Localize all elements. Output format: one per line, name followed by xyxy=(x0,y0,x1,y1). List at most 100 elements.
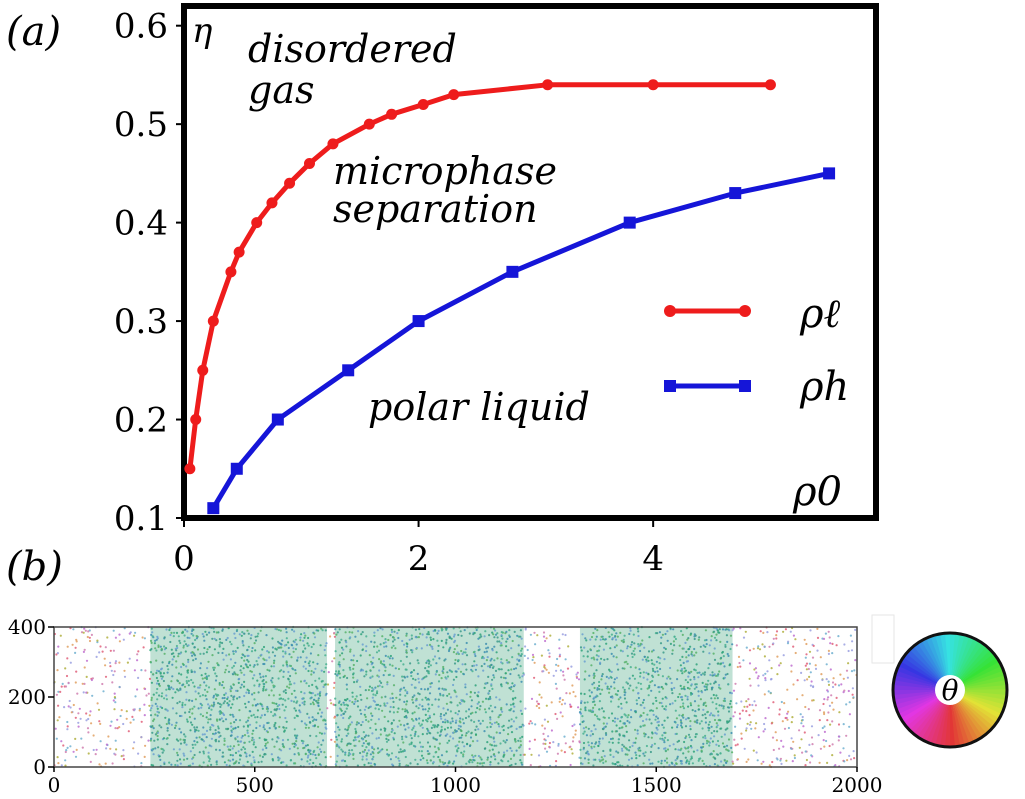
particle xyxy=(727,738,731,741)
particle xyxy=(817,734,820,737)
particle xyxy=(171,658,174,661)
particle xyxy=(705,704,708,708)
particle xyxy=(465,732,468,735)
colorwheel-wedge xyxy=(950,643,993,690)
particle xyxy=(711,686,714,689)
particle xyxy=(294,669,297,672)
particle xyxy=(372,666,375,669)
particle xyxy=(390,722,393,725)
particle xyxy=(683,685,686,688)
particle xyxy=(575,673,578,676)
particle xyxy=(456,713,459,716)
particle xyxy=(613,687,616,690)
particle xyxy=(104,664,107,667)
particle xyxy=(85,659,89,662)
particle xyxy=(727,654,730,658)
particle xyxy=(457,724,460,727)
particle xyxy=(307,726,310,729)
particle xyxy=(579,748,582,751)
particle xyxy=(316,662,319,665)
particle xyxy=(446,671,449,674)
particle xyxy=(87,731,90,734)
particle xyxy=(251,736,254,739)
particle xyxy=(520,761,523,764)
particle xyxy=(682,687,685,690)
particle xyxy=(414,628,417,631)
particle xyxy=(620,639,623,642)
particle xyxy=(520,653,523,656)
particle xyxy=(778,747,781,750)
particle xyxy=(417,735,420,738)
particle xyxy=(433,745,436,748)
particle xyxy=(778,664,781,667)
particle xyxy=(471,754,474,757)
particle xyxy=(176,680,180,683)
particle xyxy=(172,635,175,638)
particle xyxy=(258,685,261,688)
particle xyxy=(834,683,837,686)
particle xyxy=(273,702,276,705)
particle xyxy=(577,678,581,681)
particle xyxy=(837,635,840,638)
particle xyxy=(700,749,703,752)
particle xyxy=(83,627,86,630)
particle xyxy=(351,695,354,698)
particle xyxy=(608,668,611,671)
particle xyxy=(56,719,59,722)
particle xyxy=(818,709,822,712)
particle xyxy=(564,633,567,637)
particle xyxy=(189,729,192,732)
legend-marker-rho-h-2 xyxy=(739,380,751,392)
particle xyxy=(449,722,452,725)
particle xyxy=(140,762,143,765)
particle xyxy=(442,665,445,669)
particle xyxy=(307,669,310,673)
particle xyxy=(690,755,693,758)
particle xyxy=(438,758,441,762)
particle xyxy=(512,702,515,705)
particle xyxy=(398,751,401,754)
particle xyxy=(187,660,190,664)
particle xyxy=(634,711,637,714)
particle xyxy=(656,670,659,673)
particle xyxy=(172,748,175,751)
particle xyxy=(648,718,651,721)
particle xyxy=(82,650,85,654)
particle xyxy=(219,705,222,709)
particle xyxy=(489,666,492,669)
particle xyxy=(707,679,710,682)
particle xyxy=(207,674,210,677)
particle xyxy=(308,664,311,667)
particle xyxy=(375,737,378,740)
particle xyxy=(244,663,247,666)
particle xyxy=(324,683,327,686)
particle xyxy=(561,698,564,702)
particle xyxy=(410,634,413,637)
particle xyxy=(210,763,213,767)
particle xyxy=(718,683,721,687)
particle xyxy=(418,722,421,725)
particle xyxy=(376,747,380,750)
particle xyxy=(85,719,88,722)
particle xyxy=(277,737,280,740)
particle xyxy=(177,635,180,638)
legend-marker-rho-l-2 xyxy=(739,305,751,317)
particle xyxy=(495,696,498,699)
particle xyxy=(266,668,269,672)
particle xyxy=(333,681,336,685)
particle xyxy=(411,696,414,699)
particle xyxy=(583,678,586,681)
particle xyxy=(147,692,150,695)
particle xyxy=(501,662,504,665)
particle xyxy=(604,760,607,763)
particle xyxy=(333,631,336,635)
particle xyxy=(285,631,288,634)
particle xyxy=(215,631,218,634)
particle xyxy=(723,733,727,736)
particle xyxy=(517,644,520,647)
particle xyxy=(106,636,109,639)
particle xyxy=(379,728,382,731)
particle xyxy=(652,669,655,673)
particle xyxy=(69,706,72,709)
particle xyxy=(762,760,765,763)
